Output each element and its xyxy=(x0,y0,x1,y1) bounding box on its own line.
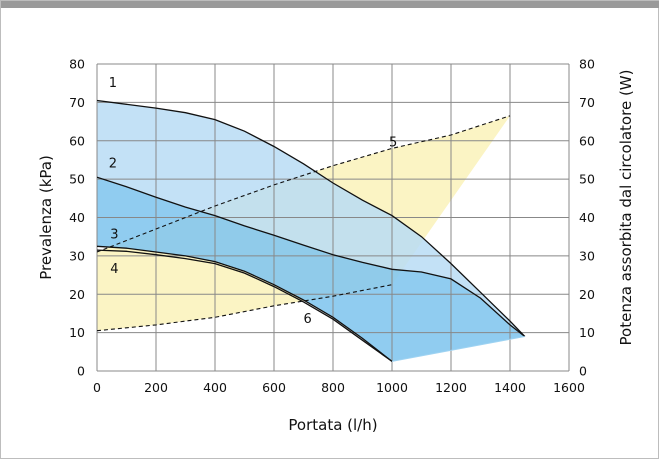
grid xyxy=(96,63,570,372)
x-tick-label: 0 xyxy=(93,380,101,395)
y2-axis-ticks: 0 10 20 30 40 50 60 70 80 xyxy=(579,57,595,379)
y-tick-label: 40 xyxy=(69,210,85,225)
x-tick-label: 800 xyxy=(321,380,345,395)
y-tick-label: 10 xyxy=(69,325,85,340)
head-fill-lower xyxy=(97,177,525,362)
y-axis-title: Prevalenza (kPa) xyxy=(37,155,55,280)
curve-5 xyxy=(97,115,511,253)
area-fills xyxy=(97,100,525,362)
curve-6 xyxy=(97,284,393,332)
y2-tick-label: 50 xyxy=(579,172,595,187)
x-tick-label: 400 xyxy=(203,380,227,395)
curve-label-4: 4 xyxy=(110,262,118,277)
x-tick-label: 1200 xyxy=(435,380,467,395)
y2-tick-label: 40 xyxy=(579,210,595,225)
y-tick-label: 80 xyxy=(69,57,85,72)
x-tick-label: 1600 xyxy=(553,380,585,395)
y-axis-ticks: 0 10 20 30 40 50 60 70 80 xyxy=(69,57,85,379)
curve-label-1: 1 xyxy=(109,76,117,91)
y-tick-label: 30 xyxy=(69,248,85,263)
y2-tick-label: 60 xyxy=(579,133,595,148)
y-tick-label: 70 xyxy=(69,95,85,110)
curves xyxy=(97,99,526,362)
curve-1 xyxy=(97,99,526,337)
curve-labels: 1 2 3 4 5 6 xyxy=(109,76,398,327)
x-axis-title: Portata (l/h) xyxy=(288,416,377,434)
y-tick-label: 20 xyxy=(69,287,85,302)
curve-label-2: 2 xyxy=(109,157,117,172)
curve-4 xyxy=(97,249,393,362)
y2-axis-title: Potenza assorbita dal circolatore (W) xyxy=(617,70,635,346)
y2-tick-label: 80 xyxy=(579,57,595,72)
y2-tick-label: 10 xyxy=(579,325,595,340)
y-tick-label: 0 xyxy=(77,364,85,379)
y2-tick-label: 30 xyxy=(579,248,595,263)
x-tick-label: 1400 xyxy=(494,380,526,395)
y2-tick-label: 20 xyxy=(579,287,595,302)
x-tick-label: 1000 xyxy=(376,380,408,395)
head-fill-upper xyxy=(97,100,525,337)
x-tick-label: 200 xyxy=(144,380,168,395)
y2-tick-label: 70 xyxy=(579,95,595,110)
curve-label-3: 3 xyxy=(110,228,118,243)
lower-edge-line xyxy=(391,336,525,362)
y-tick-label: 50 xyxy=(69,172,85,187)
y-tick-label: 60 xyxy=(69,133,85,148)
x-axis-ticks: 0 200 400 600 800 1000 1200 1400 1600 xyxy=(93,380,585,395)
curve-label-6: 6 xyxy=(304,312,312,327)
curve-label-5: 5 xyxy=(389,136,397,151)
curve-3 xyxy=(97,245,393,362)
x-tick-label: 600 xyxy=(262,380,286,395)
curve-2 xyxy=(97,176,526,338)
y2-tick-label: 0 xyxy=(579,364,587,379)
top-bar xyxy=(1,1,659,8)
